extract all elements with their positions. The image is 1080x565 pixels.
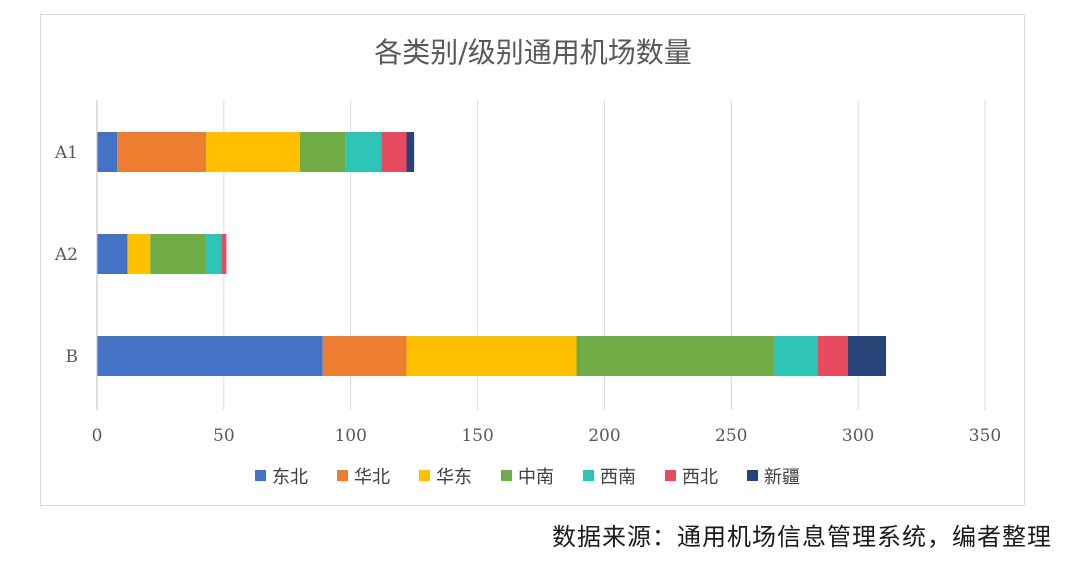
bar-segment-A1-西南 [345, 132, 382, 172]
source-note: 数据来源：通用机场信息管理系统，编者整理 [552, 523, 1052, 551]
legend-label: 西南 [600, 467, 636, 488]
x-tick-label: 50 [213, 426, 235, 446]
bar-segment-B-华东 [406, 336, 577, 376]
bars [97, 132, 887, 376]
bar-segment-A2-中南 [150, 234, 207, 274]
legend-swatch [255, 470, 266, 481]
legend-label: 东北 [272, 467, 308, 488]
bar-segment-B-东北 [97, 336, 323, 376]
legend-swatch [583, 470, 594, 481]
bar-segment-A2-西南 [206, 234, 222, 274]
bar-segment-A1-东北 [97, 132, 118, 172]
x-tick-label: 200 [588, 426, 620, 446]
legend-swatch [747, 470, 758, 481]
x-tick-label: 0 [92, 426, 103, 446]
legend-swatch [501, 470, 512, 481]
y-tick-label: A2 [54, 245, 78, 265]
legend-label: 华东 [436, 467, 472, 488]
legend-swatch [665, 470, 676, 481]
bar-segment-A1-华北 [117, 132, 207, 172]
bar-segment-B-新疆 [847, 336, 887, 376]
legend-label: 新疆 [764, 467, 800, 488]
bar-segment-B-华北 [322, 336, 407, 376]
y-tick-label: A1 [54, 143, 78, 163]
bar-segment-B-西南 [774, 336, 818, 376]
bar-segment-A1-西北 [381, 132, 407, 172]
bar-segment-A1-新疆 [406, 132, 415, 172]
legend: 东北 华北 华东 中南 西南 西北 新疆 [255, 467, 800, 488]
legend-label: 中南 [518, 467, 554, 488]
chart-title: 各类别/级别通用机场数量 [374, 36, 691, 69]
bar-segment-A2-西北 [221, 234, 227, 274]
x-tick-label: 350 [969, 426, 1001, 446]
x-tick-label: 250 [715, 426, 747, 446]
legend-swatch [337, 470, 348, 481]
legend-label: 西北 [682, 467, 718, 488]
x-tick-label: 100 [334, 426, 366, 446]
bar-segment-A1-华东 [206, 132, 300, 172]
bar-segment-A2-东北 [97, 234, 128, 274]
legend-swatch [419, 470, 430, 481]
axes: 0 50 100 150 200 250 300 350 A1 A2 B [54, 100, 1001, 446]
bar-segment-A2-华东 [127, 234, 151, 274]
bar-segment-B-西北 [817, 336, 848, 376]
x-tick-label: 300 [842, 426, 874, 446]
y-tick-label: B [66, 347, 79, 367]
x-tick-label: 150 [461, 426, 493, 446]
legend-label: 华北 [354, 467, 390, 488]
bar-segment-B-中南 [576, 336, 775, 376]
bar-segment-A1-中南 [299, 132, 346, 172]
